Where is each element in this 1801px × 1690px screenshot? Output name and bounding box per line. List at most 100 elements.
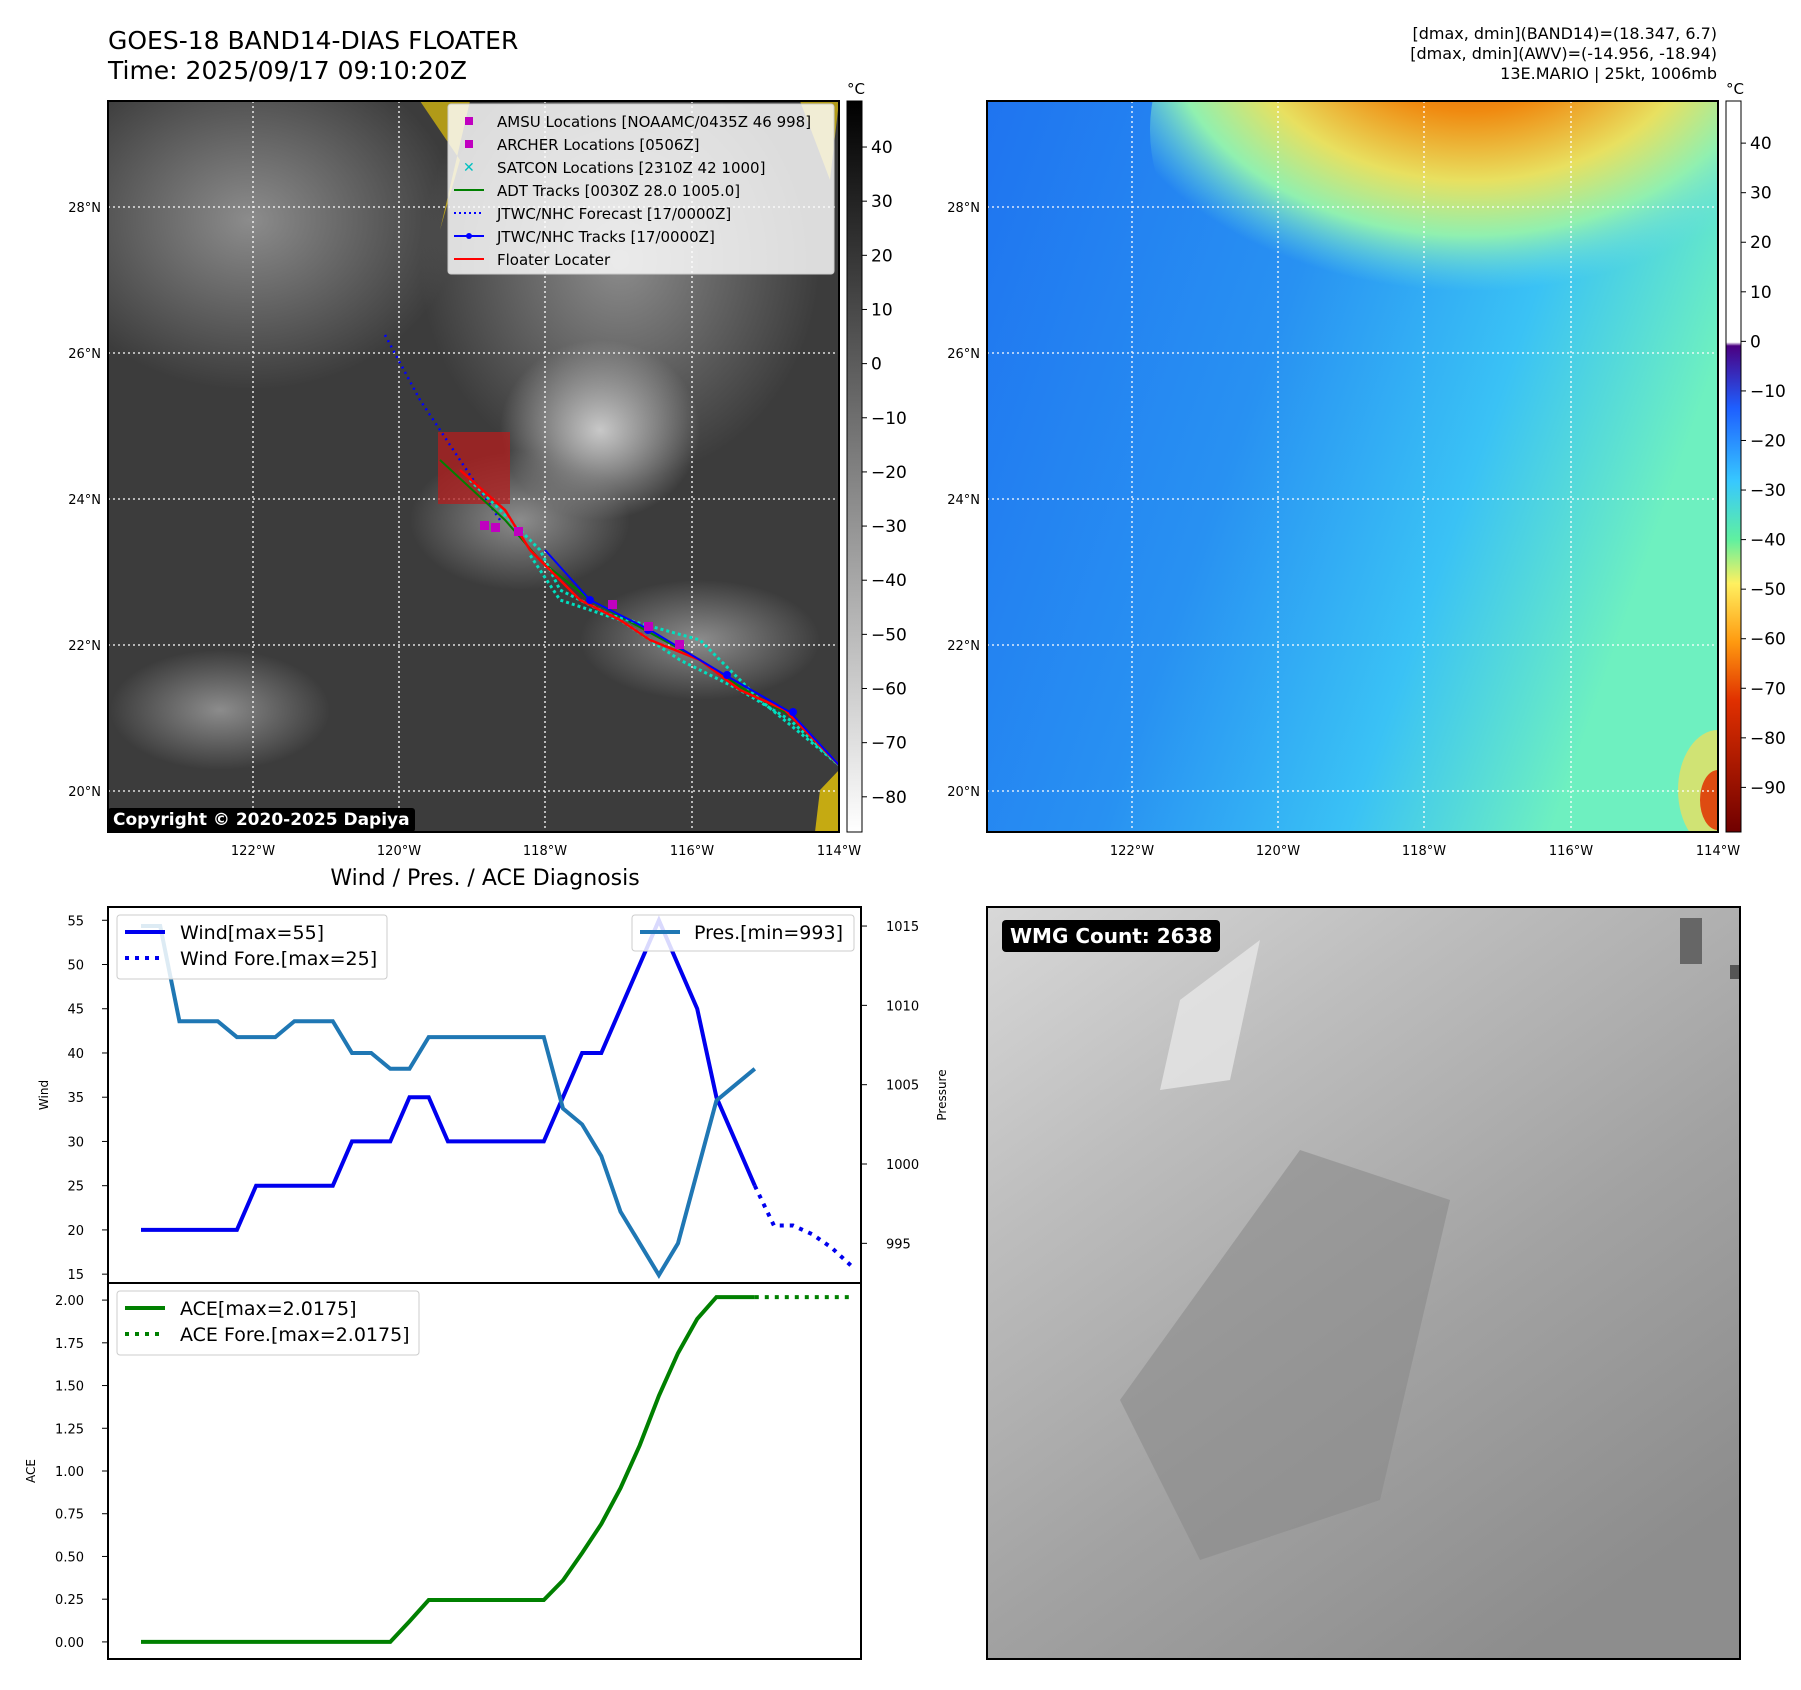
axis-tick-label: 0.50 [55, 1550, 84, 1565]
legend-forecast: JTWC/NHC Forecast [17/0000Z] [496, 205, 731, 223]
storm-tracks [383, 334, 839, 767]
colorbar-tick-label: 20 [871, 246, 893, 266]
wv-colorbar-unit: °C [1726, 80, 1744, 98]
wv-field [1150, 101, 1718, 832]
lon-tick-label: 114°W [817, 844, 861, 859]
pressure-line [141, 924, 757, 1279]
axis-tick-label: 1.75 [55, 1337, 84, 1352]
ir-legend: ✕ AMSU Locations [NOAAMC/0435Z 46 998] A… [447, 103, 835, 275]
legend-swatch-amsu [465, 117, 473, 125]
legend-wind-fore: Wind Fore.[max=25] [180, 948, 377, 970]
ace-panel: 2.00 1.75 1.50 1.25 1.00 0.75 0.50 0.25 0.00 ACE… [24, 1282, 862, 1660]
colorbar-tick-label: −30 [1750, 481, 1786, 501]
wv-map-panel [986, 100, 1719, 833]
archer-point [675, 640, 684, 649]
colorbar-tick-label: −70 [1750, 679, 1786, 699]
ir-colorbar-unit: °C [847, 80, 865, 98]
amsu-point [491, 523, 500, 532]
wmg-count-label: WMG Count: 2638 [1002, 920, 1221, 952]
colorbar-tick-label: −10 [871, 409, 907, 429]
track-point [586, 596, 594, 604]
lon-tick-label: 120°W [377, 844, 421, 859]
axis-tick-label: 1015 [886, 920, 919, 935]
ir-colorbar: °C 40 30 20 10 0 −10 −20 −30 −40 −50 −60 −70 −80 [846, 80, 907, 833]
lat-tick-label: 20°N [947, 785, 980, 800]
wmg-dark-patch [1680, 918, 1702, 964]
colorbar-tick-label: −90 [1750, 778, 1786, 798]
axis-tick-label: 40 [67, 1047, 84, 1062]
wind-pressure-panel: 55 50 45 40 35 30 25 20 15 1015 1010 1005 1000 995 W… [37, 906, 949, 1284]
lat-tick-label: 26°N [947, 347, 980, 362]
lon-tick-label: 116°W [670, 844, 714, 859]
axis-tick-label: 1.50 [55, 1380, 84, 1395]
ace-axis-label: ACE [24, 1459, 38, 1483]
legend-ace-fore: ACE Fore.[max=2.0175] [180, 1324, 410, 1346]
lat-tick-label: 24°N [68, 493, 101, 508]
colorbar-tick-label: 30 [1750, 184, 1772, 204]
pressure-axis-label: Pressure [935, 1069, 949, 1120]
lat-tick-label: 26°N [68, 347, 101, 362]
colorbar-tick-label: 40 [1750, 134, 1772, 154]
colorbar-tick-label: −20 [1750, 431, 1786, 451]
track-point [789, 708, 797, 716]
colorbar-tick-label: −50 [1750, 580, 1786, 600]
axis-tick-label: 1.00 [55, 1465, 84, 1480]
axis-tick-label: 30 [67, 1135, 84, 1150]
axis-tick-label: 15 [67, 1268, 84, 1283]
legend-archer: ARCHER Locations [0506Z] [497, 136, 700, 154]
colorbar-tick-label: −40 [1750, 531, 1786, 551]
axis-tick-label: 0.00 [55, 1636, 84, 1651]
colorbar-tick-label: −10 [1750, 382, 1786, 402]
axis-tick-label: 1005 [886, 1079, 919, 1094]
legend-amsu: AMSU Locations [NOAAMC/0435Z 46 998] [497, 113, 811, 131]
legend-swatch-satcon: ✕ [463, 160, 475, 176]
wind-axis-label: Wind [37, 1080, 51, 1110]
wmg-panel [986, 906, 1741, 1660]
colorbar-tick-label: −80 [871, 788, 907, 808]
colorbar-tick-label: −30 [871, 517, 907, 537]
colorbar-tick-label: −60 [1750, 630, 1786, 650]
axis-tick-label: 0.25 [55, 1593, 84, 1608]
colorbar-tick-label: −80 [1750, 729, 1786, 749]
axis-tick-label: 50 [67, 959, 84, 974]
archer-point [644, 622, 653, 631]
legend-swatch-archer [465, 140, 473, 148]
axis-tick-label: 0.75 [55, 1508, 84, 1523]
lat-tick-label: 24°N [947, 493, 980, 508]
colorbar-tick-label: 30 [871, 192, 893, 212]
amsu-point [514, 527, 523, 536]
lat-tick-label: 22°N [947, 639, 980, 654]
colorbar-tick-label: −60 [871, 680, 907, 700]
axis-tick-label: 1.25 [55, 1422, 84, 1437]
amsu-point [480, 521, 489, 530]
legend-floater: Floater Locater [497, 251, 611, 269]
legend-adt: ADT Tracks [0030Z 28.0 1005.0] [497, 182, 740, 200]
colorbar-tick-label: −70 [871, 734, 907, 754]
wv-gridlines [987, 101, 1718, 832]
track-point [723, 671, 731, 679]
lon-tick-label: 118°W [523, 844, 567, 859]
axis-tick-label: 995 [886, 1237, 911, 1252]
copyright-label: Copyright © 2020-2025 Dapiya [108, 808, 415, 832]
lat-tick-label: 20°N [68, 785, 101, 800]
lon-tick-label: 122°W [1110, 844, 1154, 859]
lon-tick-label: 116°W [1549, 844, 1593, 859]
colorbar-tick-label: 40 [871, 138, 893, 158]
colorbar-tick-label: 10 [1750, 283, 1772, 303]
lat-tick-label: 28°N [947, 201, 980, 216]
axis-tick-label: 20 [67, 1224, 84, 1239]
chart-title: GOES-18 BAND14-DIAS FLOATER [108, 26, 519, 55]
colorbar-tick-label: 0 [871, 355, 882, 375]
axis-tick-label: 35 [67, 1091, 84, 1106]
colorbar-tick-label: 20 [1750, 233, 1772, 253]
lat-tick-label: 28°N [68, 201, 101, 216]
axis-tick-label: 1010 [886, 999, 919, 1014]
awv-range-text: [dmax, dmin](AWV)=(-14.956, -18.94) [1410, 44, 1717, 63]
ace-line [141, 1295, 755, 1644]
lon-tick-label: 120°W [1256, 844, 1300, 859]
lon-tick-label: 114°W [1696, 844, 1740, 859]
colorbar-tick-label: 10 [871, 300, 893, 320]
chart-time: Time: 2025/09/17 09:10:20Z [108, 56, 467, 85]
lon-tick-label: 118°W [1402, 844, 1446, 859]
